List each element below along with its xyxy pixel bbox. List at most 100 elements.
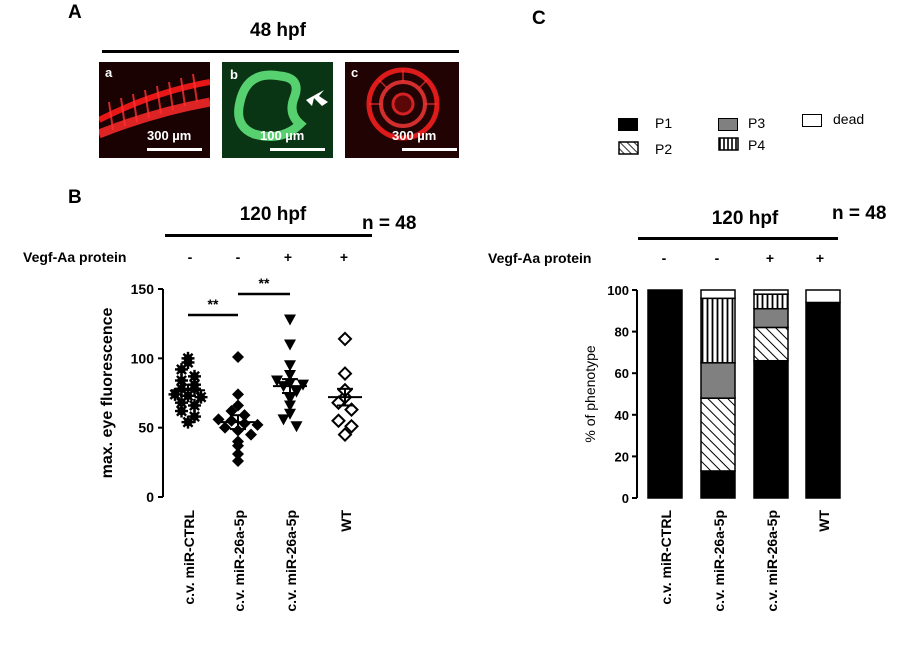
x-category-label: WT [816,510,832,532]
data-point [284,360,296,372]
data-point [188,369,201,383]
data-point [284,314,296,326]
bar-segment-p4 [700,297,736,364]
legend-swatch-p4 [718,137,739,151]
data-point [344,402,359,418]
panel-b-header-line [165,234,372,237]
data-point [219,421,231,434]
bar-segment-p3 [700,362,736,399]
data-point [337,427,353,443]
data-point [232,424,244,437]
scale-bar-b [270,148,325,151]
data-point [232,448,244,461]
panel-b-sign-3: + [283,249,293,265]
data-point [290,421,303,433]
micrograph-a: a 300 µm [99,62,210,158]
trunk-vessels-drawing [99,62,210,158]
panel-c-letter: C [532,8,546,29]
arrow-icon [306,90,328,106]
panel-b-letter: B [68,187,82,208]
legend-label-p3: P3 [748,115,766,131]
panel-c-sign-1: - [661,250,667,266]
legend-swatch-p1 [618,118,638,131]
data-point [175,404,188,418]
data-point [284,408,296,420]
legend-label-p2: P2 [655,141,673,157]
bar-segment-dead [805,289,841,304]
data-point [251,418,264,431]
micrograph-c-label: c [351,65,359,80]
y-tick-label: 80 [615,325,629,340]
legend-label-p4: P4 [748,137,766,153]
data-point [271,375,283,387]
scale-c-text: 300 µm [392,128,437,143]
data-point [188,410,201,424]
bar-segment-p3 [753,307,789,329]
panel-a-header-line [102,50,459,53]
data-point [188,398,201,412]
bar-segment-p4 [753,293,789,310]
panel-b-header: 120 hpf [239,204,307,225]
x-category-label: c.v. miR-26a-5p [764,510,780,612]
y-tick-label: 0 [622,491,629,506]
panel-a-header: 48 hpf [250,20,306,41]
data-point [245,428,257,441]
data-point [194,390,208,404]
bar-segment-dead [700,289,736,300]
y-tick-label: 60 [615,366,629,381]
panel-b-sign-1: - [187,249,193,265]
data-point [337,366,353,382]
data-point [284,393,296,405]
data-point [232,454,244,467]
panel-c-sign-2: - [714,250,720,266]
y-tick-label: 40 [615,408,629,423]
data-point [344,418,359,434]
y-tick-label: 100 [607,283,629,298]
data-point [331,413,346,429]
legend-label-dead: dead [833,111,865,127]
panel-a-letter: A [68,2,82,23]
scale-b-text: 100 µm [260,128,305,143]
data-point [284,400,296,412]
data-point [225,414,238,427]
panel-c-sign-4: + [815,250,825,266]
panel-c-row-label: Vegf-Aa protein [488,250,592,266]
legend-swatch-p2 [618,141,639,155]
data-point [284,339,296,351]
panel-c-header: 120 hpf [711,208,779,229]
significance-label: ** [208,296,219,312]
y-tick-label: 50 [138,420,154,436]
y-axis-label: max. eye fluorescence [99,308,116,479]
micrograph-c: c 300 µm [345,62,459,158]
scale-a-text: 300 µm [147,128,192,143]
panel-b-sign-4: + [339,249,349,265]
data-point [212,413,225,426]
data-point [277,414,290,426]
bar-segment-p1 [753,359,789,499]
data-point [232,435,244,448]
y-axis-label: % of phenotype [582,345,598,443]
data-point [232,388,244,401]
y-tick-label: 150 [131,281,155,297]
bar-segment-dead [753,289,789,295]
data-point [225,405,238,418]
micrograph-b-label: b [230,67,238,82]
legend-swatch-dead [802,114,822,127]
x-category-label: c.v. miR-26a-5p [283,510,299,612]
panel-b-sign-2: - [235,249,241,265]
x-category-label: c.v. miR-CTRL [181,510,197,605]
legend-swatch-p3 [718,118,738,131]
vessel-loop-drawing [222,62,333,158]
eye-vasculature-drawing [345,62,459,158]
x-category-label: c.v. miR-CTRL [658,510,674,605]
micrograph-a-label: a [105,65,113,80]
micrograph-b: b 100 µm [222,62,333,158]
bar-segment-p1 [647,289,683,499]
panel-c-header-line [638,237,838,240]
x-category-label: c.v. miR-26a-5p [711,510,727,612]
data-point [337,331,353,347]
panel-b-n: n = 48 [362,213,417,234]
bar-segment-p1 [805,301,841,499]
data-point [232,350,244,363]
panel-c-n: n = 48 [832,203,887,224]
